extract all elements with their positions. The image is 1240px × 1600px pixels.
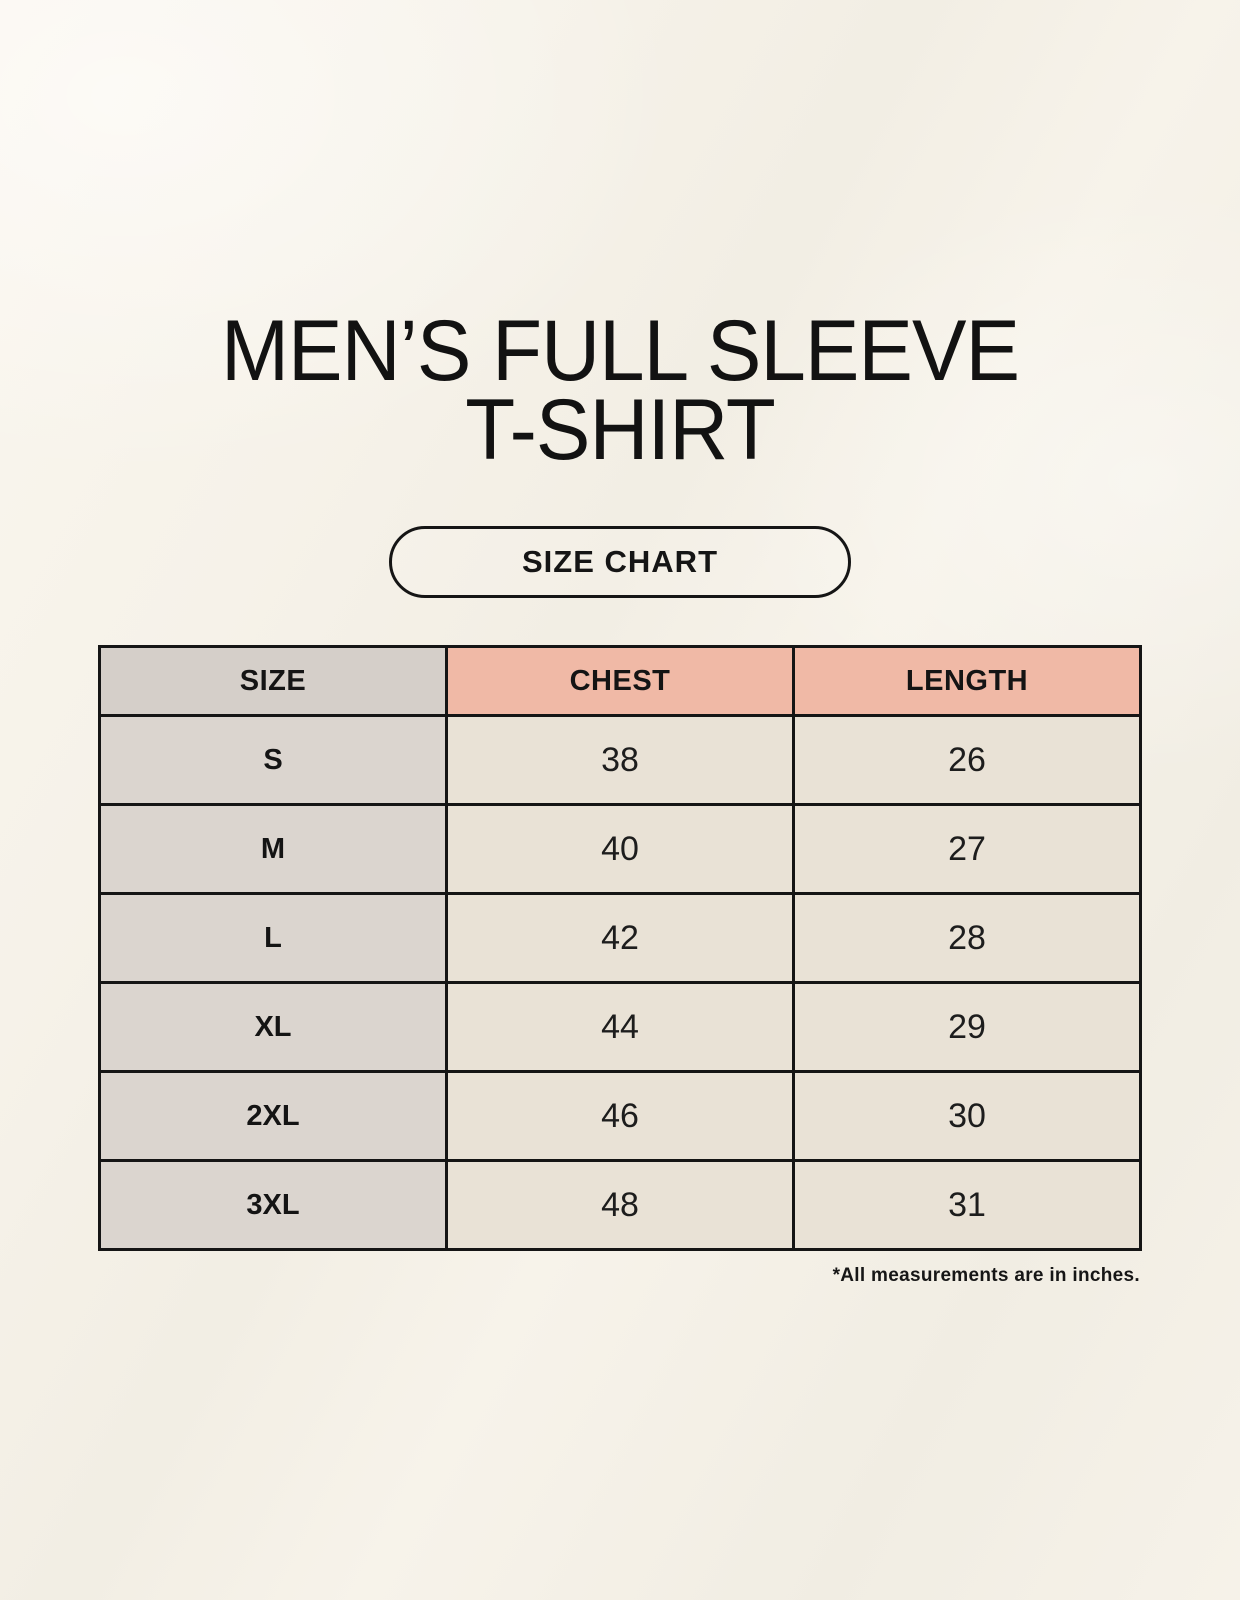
length-cell: 27 <box>792 803 1142 896</box>
length-cell: 26 <box>792 714 1142 807</box>
chest-cell: 42 <box>445 892 795 985</box>
table-row: S 38 26 <box>98 714 1142 807</box>
chest-cell: 46 <box>445 1070 795 1163</box>
size-chart-badge-label: SIZE CHART <box>522 544 718 580</box>
title-block: MEN’S FULL SLEEVE T-SHIRT <box>0 0 1240 479</box>
chest-cell: 40 <box>445 803 795 896</box>
table-row: L 42 28 <box>98 892 1142 985</box>
table-row: M 40 27 <box>98 803 1142 896</box>
size-cell: L <box>98 892 448 985</box>
column-header-length: LENGTH <box>792 645 1142 718</box>
length-cell: 30 <box>792 1070 1142 1163</box>
length-cell: 29 <box>792 981 1142 1074</box>
size-cell: 2XL <box>98 1070 448 1163</box>
size-cell: XL <box>98 981 448 1074</box>
table-header-row: SIZE CHEST LENGTH <box>98 645 1142 718</box>
column-header-size: SIZE <box>98 645 448 718</box>
size-chart-table: SIZE CHEST LENGTH S 38 26 M 40 27 L 42 2… <box>98 645 1142 1252</box>
table-row: 3XL 48 31 <box>98 1159 1142 1252</box>
size-cell: M <box>98 803 448 896</box>
product-title-line2: T-SHIRT <box>465 382 776 479</box>
measurements-footnote: *All measurements are in inches. <box>832 1265 1140 1287</box>
length-cell: 28 <box>792 892 1142 985</box>
table-row: 2XL 46 30 <box>98 1070 1142 1163</box>
size-cell: 3XL <box>98 1159 448 1252</box>
size-chart-badge: SIZE CHART <box>389 526 851 599</box>
chest-cell: 44 <box>445 981 795 1074</box>
size-cell: S <box>98 714 448 807</box>
column-header-chest: CHEST <box>445 645 795 718</box>
product-title-line1: MEN’S FULL SLEEVE <box>220 303 1020 399</box>
product-title: MEN’S FULL SLEEVE T-SHIRT <box>31 303 1209 479</box>
table-row: XL 44 29 <box>98 981 1142 1074</box>
length-cell: 31 <box>792 1159 1142 1252</box>
chest-cell: 38 <box>445 714 795 807</box>
badge-wrap: SIZE CHART <box>0 526 1240 599</box>
chest-cell: 48 <box>445 1159 795 1252</box>
